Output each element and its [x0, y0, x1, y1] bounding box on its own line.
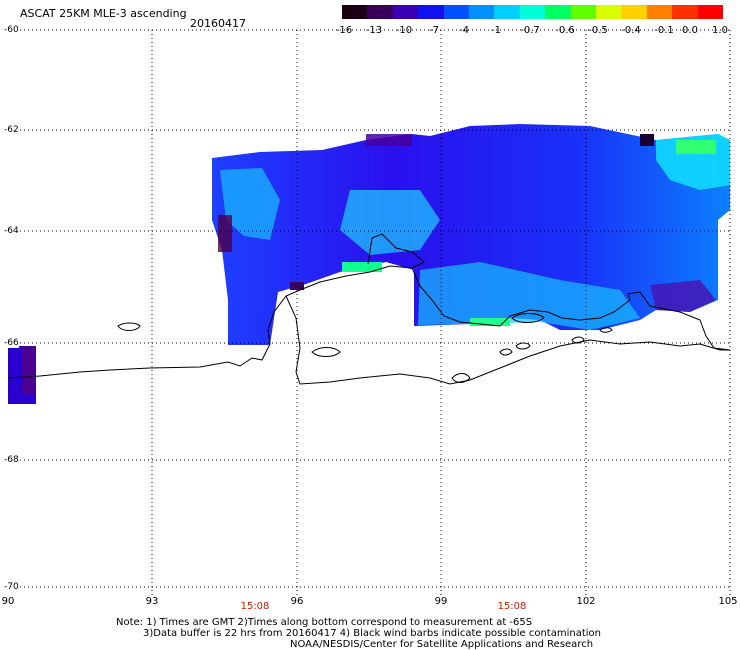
color-scale-cell — [672, 5, 698, 19]
swath-cyan-patch-west — [220, 168, 280, 240]
color-scale-cell — [494, 5, 520, 19]
lon-label: 96 — [290, 596, 304, 607]
note-line-1: Note: 1) Times are GMT 2)Times along bot… — [116, 617, 533, 628]
color-scale-cell — [418, 5, 444, 19]
color-scale-cell — [621, 5, 647, 19]
lat-label: -68 — [4, 455, 19, 465]
lat-label: -64 — [4, 226, 19, 236]
map-title: ASCAT 25KM MLE-3 ascending — [20, 7, 187, 20]
lon-label: 105 — [718, 596, 738, 607]
color-scale-cell — [545, 5, 571, 19]
lat-label: -60 — [4, 25, 19, 35]
lon-label: 93 — [145, 596, 159, 607]
swath-green-patch-ne — [676, 140, 716, 154]
coastline — [7, 233, 731, 385]
lat-label: -66 — [4, 338, 19, 348]
color-scale-cell — [392, 5, 419, 19]
scale-label: -13 — [365, 25, 383, 36]
swath-green-patch-2 — [470, 318, 510, 326]
map-date: 20160417 — [190, 17, 246, 30]
color-scale-cell — [367, 5, 393, 19]
scatterometer-swath — [8, 124, 730, 404]
lon-label: 102 — [576, 596, 596, 607]
swath-cyan-patch-south — [418, 262, 640, 330]
swath-dark-patch-north — [366, 134, 412, 146]
note-line-2: 3)Data buffer is 22 hrs from 20160417 4)… — [143, 628, 601, 639]
color-scale-cell — [519, 5, 546, 19]
lon-label: 99 — [434, 596, 448, 607]
color-scale-cell — [443, 5, 470, 19]
scale-label: -7 — [429, 25, 439, 36]
swath-green-patch — [342, 262, 382, 272]
swath-cyan-patch-center — [340, 190, 440, 255]
swath-dark-cell-ne — [640, 134, 654, 146]
pass-time-label: 15:08 — [497, 601, 527, 612]
swath-strip-left-dark — [22, 346, 36, 394]
color-scale-cell — [570, 5, 597, 19]
scale-label: -0.5 — [588, 25, 608, 36]
lon-label: 90 — [1, 596, 15, 607]
pass-time-label: 15:08 — [240, 601, 270, 612]
color-scale-cell — [342, 5, 368, 19]
color-scale-cell — [596, 5, 622, 19]
swath-dark-patch-west — [218, 215, 232, 252]
lat-lon-grid — [8, 29, 731, 595]
color-scale-cell — [469, 5, 495, 19]
swath-dark-patch-east — [650, 280, 716, 312]
lat-label: -62 — [4, 125, 19, 135]
credit-line: NOAA/NESDIS/Center for Satellite Applica… — [290, 639, 594, 650]
scale-label: 0.0 — [682, 25, 698, 36]
color-scale-cell — [646, 5, 673, 19]
color-scale-cell — [697, 5, 724, 19]
scale-label: -0.4 — [621, 25, 641, 36]
color-scale-bar — [342, 5, 724, 19]
lat-label: -70 — [4, 582, 19, 592]
scale-label: -0.7 — [520, 25, 540, 36]
